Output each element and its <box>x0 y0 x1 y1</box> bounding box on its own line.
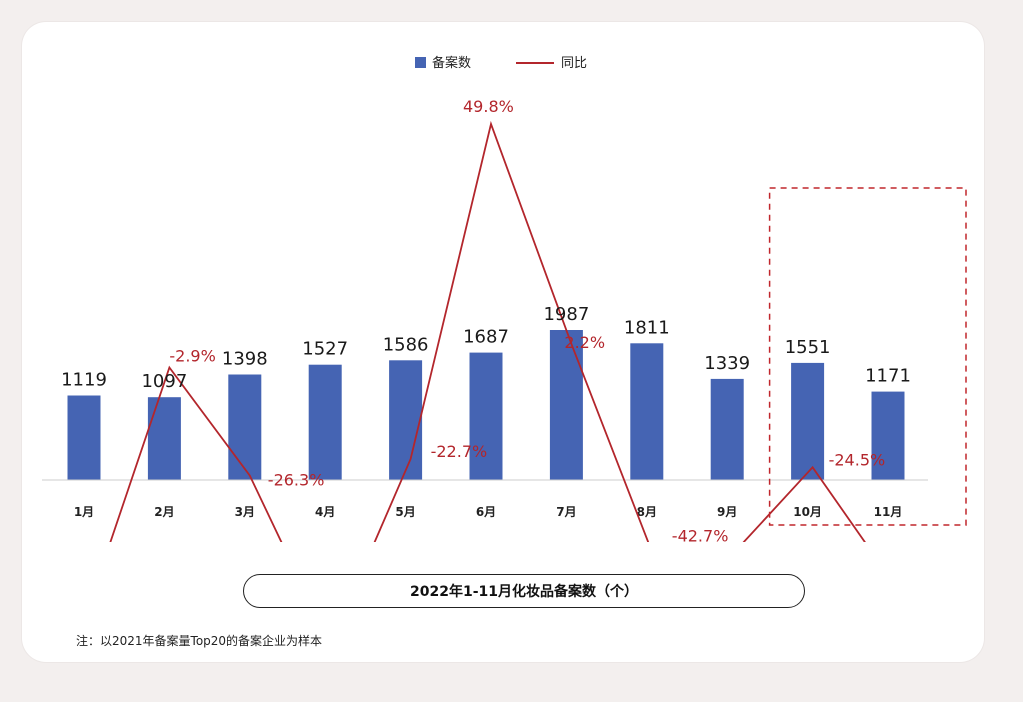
chart-caption-text: 2022年1-11月化妆品备案数（个） <box>410 584 638 600</box>
bar-value-label: 1551 <box>785 337 831 358</box>
x-tick-label: 9月 <box>717 505 737 519</box>
bar-value-label: 1527 <box>302 339 348 360</box>
bar-value-label: 1339 <box>704 353 750 374</box>
bar-1 <box>67 395 101 480</box>
x-tick-label: 3月 <box>235 505 255 519</box>
yoy-value-label: 2.2% <box>564 333 605 352</box>
x-tick-label: 6月 <box>476 505 496 519</box>
x-tick-label: 7月 <box>556 505 576 519</box>
bar-7 <box>549 330 583 480</box>
x-tick-label: 5月 <box>395 505 415 519</box>
x-tick-label: 8月 <box>637 505 657 519</box>
legend-bar-swatch <box>415 57 426 68</box>
bar-8 <box>630 343 664 480</box>
footnote: 注：以2021年备案量Top20的备案企业为样本 <box>76 634 323 648</box>
x-tick-label: 11月 <box>874 505 903 519</box>
yoy-value-label: -22.7% <box>431 442 488 461</box>
yoy-value-label: -24.5% <box>829 450 886 469</box>
yoy-value-label: -2.9% <box>169 347 215 366</box>
bar-value-label: 1097 <box>141 371 187 392</box>
bar-value-label: 1687 <box>463 327 509 348</box>
x-tick-label: 1月 <box>74 505 94 519</box>
x-tick-label: 4月 <box>315 505 335 519</box>
bar-9 <box>710 378 744 480</box>
bar-value-label: 1398 <box>222 349 268 370</box>
bar-11 <box>871 391 905 480</box>
x-tick-label: 10月 <box>793 505 822 519</box>
bar-value-label: 1171 <box>865 366 911 387</box>
bar-6 <box>469 352 503 480</box>
chart-svg: 备案数 同比 1月 2月 3月 4月 5月 6月 7月 8月 9月 10月 11月 1119 1097… <box>42 55 967 542</box>
chart-card: 备案数 同比 1月 2月 3月 4月 5月 6月 7月 8月 9月 10月 11月 1119 1097… <box>22 22 984 662</box>
yoy-line <box>109 120 866 542</box>
bar-3 <box>228 374 262 480</box>
bar-value-label: 1586 <box>383 334 429 355</box>
highlight-box <box>768 187 967 526</box>
bar-value-label: 1119 <box>61 370 107 391</box>
bar-10 <box>791 362 825 480</box>
legend: 备案数 同比 <box>415 55 587 71</box>
bar-2 <box>147 397 181 480</box>
legend-line-label: 同比 <box>561 56 587 71</box>
x-tick-label: 2月 <box>154 505 174 519</box>
chart-caption: 2022年1-11月化妆品备案数（个） <box>243 574 805 608</box>
bar-4 <box>308 364 342 480</box>
yoy-value-label: 49.8% <box>463 97 514 116</box>
bar-value-label: 1987 <box>543 304 589 325</box>
yoy-value-label: -26.3% <box>268 471 325 490</box>
bar-value-label: 1811 <box>624 317 670 338</box>
yoy-value-label: -42.7% <box>672 526 729 542</box>
bar-5 <box>389 360 423 480</box>
legend-bar-label: 备案数 <box>432 55 471 71</box>
